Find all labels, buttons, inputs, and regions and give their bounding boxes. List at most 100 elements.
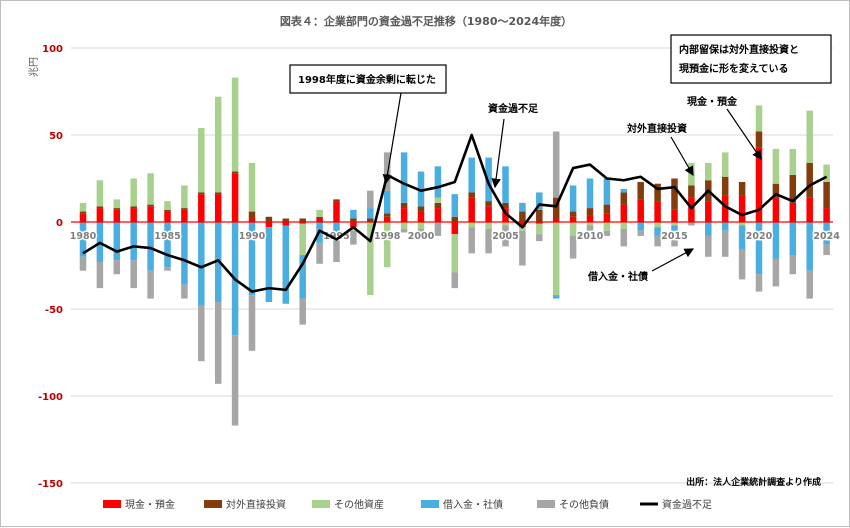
bar-2024 xyxy=(823,222,830,245)
annotation-arrow xyxy=(491,118,505,189)
line-series-group xyxy=(82,133,828,293)
annotation-arrow xyxy=(382,92,402,185)
bar-1992 xyxy=(282,222,290,226)
bar-2005 xyxy=(502,222,509,226)
bar-1992 xyxy=(282,218,290,222)
source-note: 出所：法人企業統計調査より作成 xyxy=(686,476,821,488)
bar-1981 xyxy=(96,206,104,209)
bar-2010 xyxy=(586,225,594,231)
bar-1983 xyxy=(130,208,137,222)
bar-1994 xyxy=(316,216,323,219)
legend-label: 資金過不足 xyxy=(662,498,712,511)
bar-2014 xyxy=(654,201,661,222)
x-tick-label: 2010 xyxy=(577,231,604,242)
bar-2015 xyxy=(671,230,678,247)
bar-2007 xyxy=(536,209,543,222)
bar-2022 xyxy=(789,202,797,222)
bar-2004 xyxy=(485,222,492,229)
bar-2024 xyxy=(823,181,830,209)
bar-1995 xyxy=(333,222,340,236)
bar-2006 xyxy=(519,211,526,222)
bar-2016 xyxy=(688,185,695,198)
bar-1983 xyxy=(130,178,137,207)
bar-2017 xyxy=(705,201,712,222)
bar-2001 xyxy=(434,197,442,203)
bar-2001 xyxy=(434,166,442,198)
bar-1999 xyxy=(400,208,408,222)
bar-1982 xyxy=(113,199,121,209)
y-tick-label: 50 xyxy=(49,131,63,142)
bar-1980 xyxy=(79,222,87,257)
bar-1984 xyxy=(147,206,154,222)
bar-2003 xyxy=(468,192,475,198)
bar-2006 xyxy=(519,222,526,228)
legend-label: 現金・預金 xyxy=(125,498,175,511)
bar-1986 xyxy=(181,209,188,222)
y-tick-label: -100 xyxy=(38,392,63,403)
bar-2011 xyxy=(603,230,611,236)
bar-2021 xyxy=(772,183,780,198)
bar-1980 xyxy=(79,211,87,214)
bar-1989 xyxy=(231,77,239,172)
bar-1989 xyxy=(231,171,239,174)
chart-legend: 現金・預金 対外直接投資 その他資産 借入金・社債 その他負債 資金過不足 xyxy=(103,498,712,511)
bar-1999 xyxy=(400,152,408,203)
bar-2012 xyxy=(620,188,628,193)
bar-2016 xyxy=(688,162,695,186)
legend-label: 借入金・社債 xyxy=(443,498,503,511)
bar-1990 xyxy=(248,162,256,212)
bar-1985 xyxy=(164,201,171,210)
bar-2017 xyxy=(705,222,712,236)
bar-2015 xyxy=(671,209,678,222)
bar-2015 xyxy=(671,222,678,226)
bar-2010 xyxy=(586,215,594,222)
bar-2000 xyxy=(417,228,425,240)
bar-2020 xyxy=(755,222,763,275)
bar-1999 xyxy=(400,228,408,233)
bar-2008 xyxy=(552,197,560,219)
bar-2020 xyxy=(755,105,763,132)
bar-2020 xyxy=(755,147,763,222)
bar-1983 xyxy=(130,206,137,209)
bar-1995 xyxy=(333,201,340,222)
bar-2009 xyxy=(569,216,577,222)
bar-1986 xyxy=(181,208,188,210)
bar-2021 xyxy=(772,197,780,222)
bar-2023 xyxy=(806,162,813,198)
bar-2018 xyxy=(721,152,729,177)
bar-2010 xyxy=(586,222,594,226)
bar-1991 xyxy=(265,222,273,228)
bar-2017 xyxy=(705,235,712,257)
legend-item: 現金・預金 xyxy=(103,498,175,511)
bar-1984 xyxy=(147,270,154,299)
annotation-text: 現金・預金 xyxy=(687,95,738,108)
bar-2015 xyxy=(671,225,678,231)
bar-2015 xyxy=(671,178,678,210)
bar-1991 xyxy=(265,227,273,303)
bar-1984 xyxy=(147,204,154,207)
bar-2012 xyxy=(620,228,628,247)
bar-2023 xyxy=(806,270,813,299)
bar-2016 xyxy=(688,222,695,226)
annotation-box xyxy=(289,64,447,94)
bar-2005 xyxy=(502,225,509,247)
bar-2019 xyxy=(738,249,746,280)
bar-1984 xyxy=(147,222,154,271)
bar-2000 xyxy=(417,222,425,229)
bar-1999 xyxy=(400,222,408,229)
annotation-arrow xyxy=(651,248,695,272)
annotation-arrow xyxy=(726,108,762,160)
bar-2014 xyxy=(654,227,661,236)
annotation-text: 対外直接投資 xyxy=(626,122,687,135)
legend-item: 資金過不足 xyxy=(640,498,712,511)
bar-2001 xyxy=(434,208,442,222)
bar-2006 xyxy=(519,227,526,231)
bar-2024 xyxy=(823,208,830,222)
legend-swatch xyxy=(537,500,555,508)
bar-2018 xyxy=(721,176,729,196)
bar-1994 xyxy=(316,218,323,222)
bar-2020 xyxy=(755,274,763,292)
bar-1993 xyxy=(299,218,306,222)
bar-1996 xyxy=(350,218,357,222)
